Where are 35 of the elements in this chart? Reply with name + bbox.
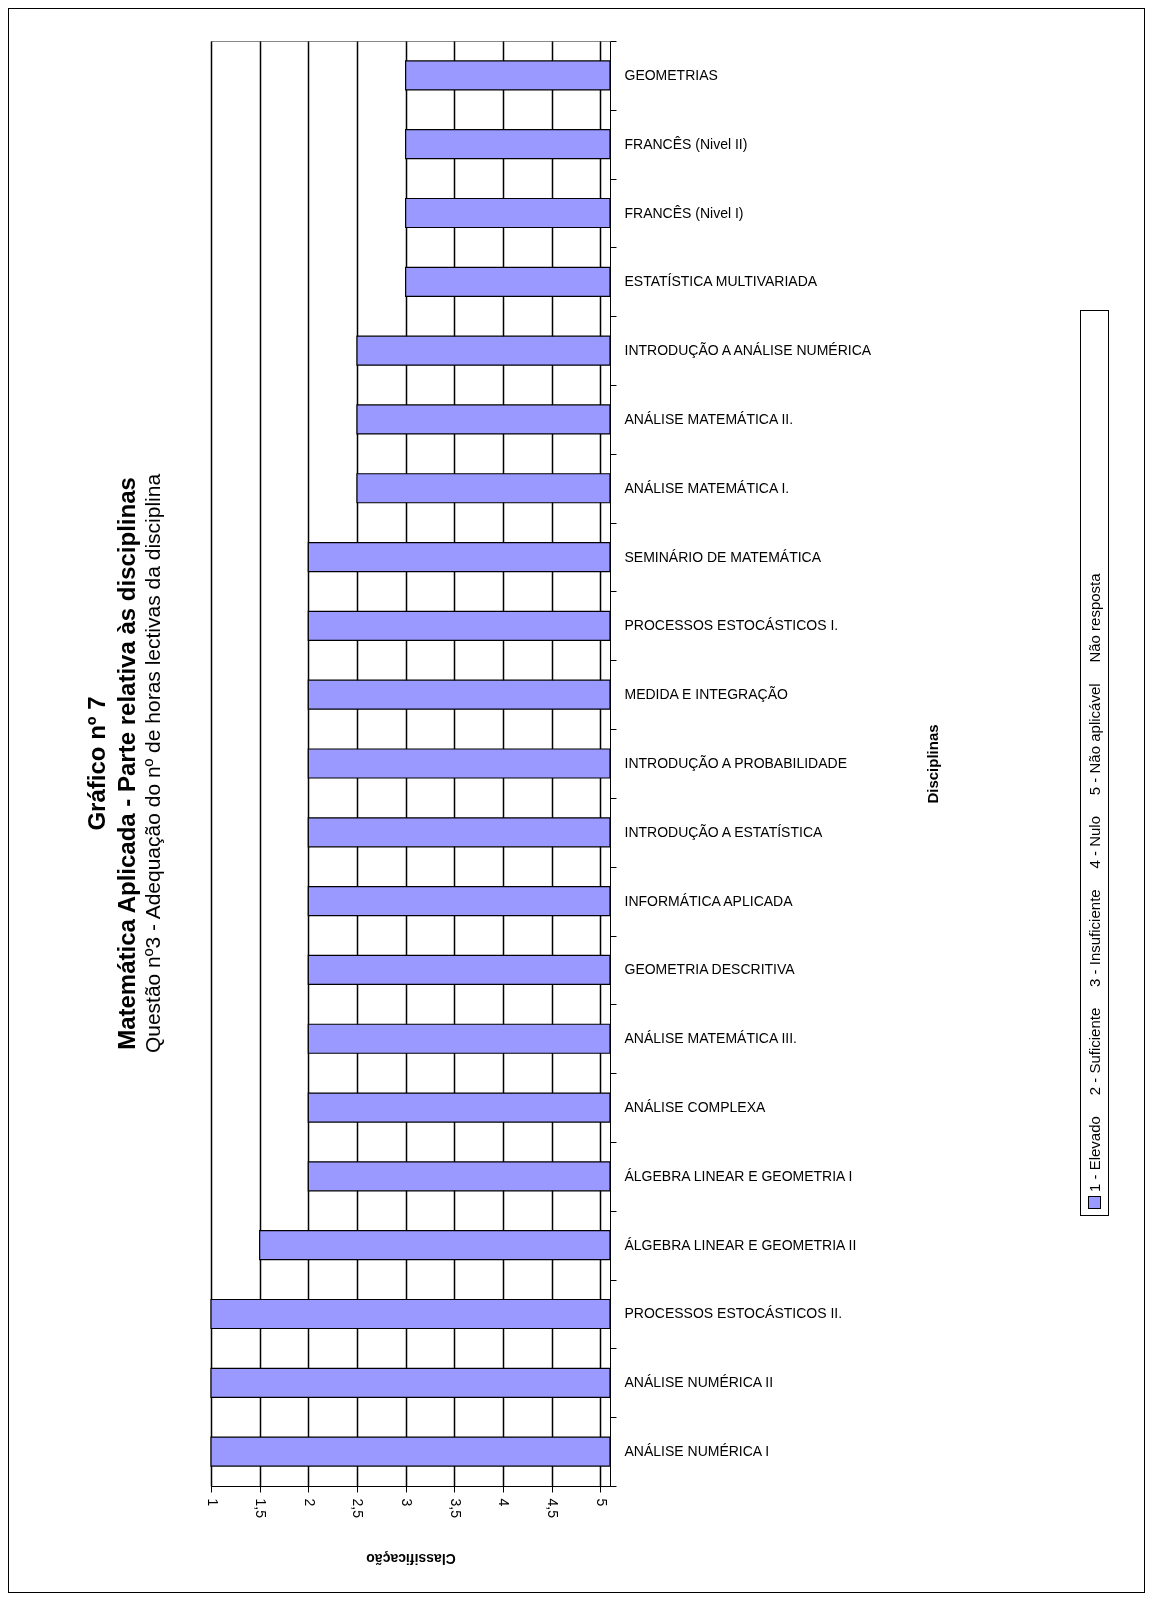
y-tick-label: PROCESSOS ESTOCÁSTICOS II. (624, 1305, 843, 1322)
x-tick-label: 5 (593, 1498, 610, 1507)
y-axis-title: Disciplinas (923, 724, 941, 804)
y-tick-label: INFORMÁTICA APLICADA (624, 892, 794, 909)
y-tick-label: MEDIDA E INTEGRAÇÃO (624, 686, 788, 703)
y-tick-label: ANÁLISE MATEMÁTICA I. (624, 479, 790, 496)
x-tick-label: 2,5 (350, 1498, 367, 1519)
x-tick-label: 2 (301, 1498, 318, 1507)
text: Gráfico nº 7 Matemática Aplicada - Parte relativa às disciplinas (83, 477, 140, 1050)
y-tick-label: ANÁLISE COMPLEXA (624, 1099, 766, 1116)
y-tick-label: GEOMETRIAS (624, 66, 718, 83)
x-tick-label: 4,5 (545, 1498, 562, 1519)
text: Questão nº3 - Adequação do nº de horas lectivas da disciplina (141, 473, 164, 1054)
x-tick-label: 3,5 (447, 1498, 464, 1519)
x-tick-label: 3 (399, 1498, 416, 1507)
x-axis-title: Classificação (366, 1550, 456, 1567)
y-tick-label: ANÁLISE MATEMÁTICA II. (624, 410, 794, 427)
y-tick-label: ANÁLISE NUMÉRICA I (624, 1443, 770, 1460)
text: 1 - Elevado 2 - Suficiente 3 - Insuficiente 4 - Nulo 5 - Não aplicável Não resposta (1086, 573, 1103, 1192)
y-tick-label: FRANCÊS (Nivel II) (624, 135, 748, 152)
x-tick-label: 1 (204, 1498, 221, 1507)
y-tick-label: ANÁLISE NUMÉRICA II (624, 1374, 774, 1391)
y-tick-label: ÁLGEBRA LINEAR E GEOMETRIA II (624, 1236, 857, 1253)
y-tick-label: PROCESSOS ESTOCÁSTICOS I. (624, 617, 839, 634)
y-tick-label: FRANCÊS (Nivel I) (624, 204, 744, 221)
y-tick-label: GEOMETRIA DESCRITIVA (624, 961, 796, 978)
y-tick-label: INTRODUÇÃO A ANÁLISE NUMÉRICA (624, 342, 872, 359)
x-tick-label: 1,5 (253, 1498, 270, 1519)
y-tick-label: ESTATÍSTICA MULTIVARIADA (624, 273, 818, 290)
y-tick-label: ANÁLISE MATEMÁTICA III. (624, 1030, 797, 1047)
y-tick-label: INTRODUÇÃO A PROBABILIDADE (624, 755, 847, 771)
y-tick-label: SEMINÁRIO DE MATEMÁTICA (624, 548, 822, 565)
x-tick-label: 4 (496, 1498, 513, 1507)
y-tick-label: INTRODUÇÃO A ESTATÍSTICA (624, 823, 823, 840)
y-tick-label: ÁLGEBRA LINEAR E GEOMETRIA I (624, 1167, 853, 1184)
